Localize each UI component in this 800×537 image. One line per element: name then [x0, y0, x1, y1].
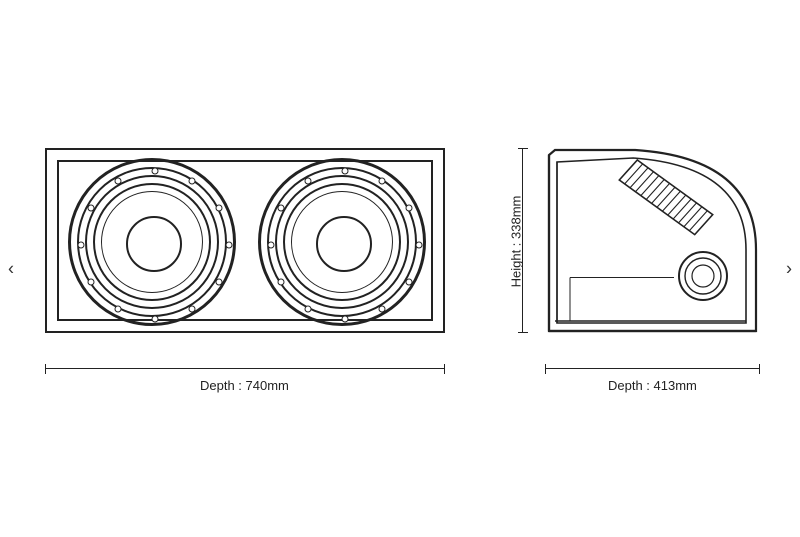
speaker-bolt	[216, 279, 223, 286]
speaker-bolt	[87, 205, 94, 212]
speaker-bolt	[379, 306, 386, 313]
front-depth-label: Depth : 740mm	[200, 378, 289, 393]
speaker-bolt	[342, 168, 349, 175]
prev-arrow[interactable]: ‹	[2, 252, 20, 285]
speaker-bolt	[277, 205, 284, 212]
diagram-canvas: ‹ › Depth : 740mm Depth : 413mm Height :…	[0, 0, 800, 537]
speaker-bolt	[406, 205, 413, 212]
speaker-bolt	[78, 242, 85, 249]
side-height-label: Height : 338mm	[508, 196, 523, 288]
speaker-bolt	[152, 168, 159, 175]
speaker-bolt	[152, 316, 159, 323]
side-view-drawing	[545, 148, 760, 333]
next-arrow[interactable]: ›	[780, 252, 798, 285]
side-depth-label: Depth : 413mm	[608, 378, 697, 393]
speaker-bolt	[216, 205, 223, 212]
speaker-bolt	[115, 177, 122, 184]
front-view-enclosure	[45, 148, 445, 333]
speaker-bolt	[416, 242, 423, 249]
speaker-bolt	[87, 279, 94, 286]
speaker-bolt	[189, 306, 196, 313]
speaker-bolt	[379, 177, 386, 184]
speaker-driver-right	[258, 158, 426, 326]
speaker-bolt	[226, 242, 233, 249]
speaker-bolt	[342, 316, 349, 323]
front-depth-dimension-line	[45, 368, 445, 369]
speaker-bolt	[189, 177, 196, 184]
side-view-enclosure	[545, 148, 760, 333]
speaker-bolt	[268, 242, 275, 249]
speaker-bolt	[305, 306, 312, 313]
speaker-bolt	[115, 306, 122, 313]
speaker-driver-left	[68, 158, 236, 326]
side-depth-dimension-line	[545, 368, 760, 369]
speaker-bolt	[277, 279, 284, 286]
speaker-bolt	[305, 177, 312, 184]
speaker-bolt	[406, 279, 413, 286]
